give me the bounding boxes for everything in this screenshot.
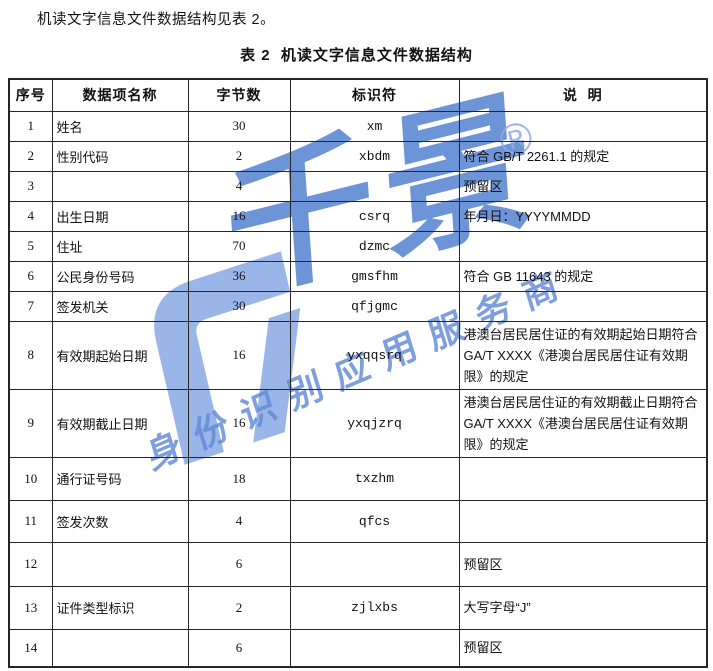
table-row: 4 出生日期 16 csrq 年月日：YYYYMMDD bbox=[8, 200, 708, 232]
byte-count-cell: 30 bbox=[187, 290, 291, 322]
byte-count-cell: 4 bbox=[187, 499, 291, 543]
data-item-name-cell: 证件类型标识 bbox=[51, 585, 189, 630]
table-row: 12 6 预留区 bbox=[8, 541, 708, 587]
description-cell: 符合 GB/T 2261.1 的规定 bbox=[458, 140, 708, 172]
identifier-cell: xbdm bbox=[289, 140, 460, 172]
table-row: 3 4 预留区 bbox=[8, 170, 708, 202]
column-header-bytes: 字节数 bbox=[187, 78, 291, 112]
data-item-name-cell: 住址 bbox=[51, 230, 189, 262]
table-header-row: 序号 数据项名称 字节数 标识符 说 明 bbox=[8, 78, 708, 112]
byte-count-cell: 30 bbox=[187, 110, 291, 142]
byte-count-cell: 18 bbox=[187, 456, 291, 501]
data-item-name-cell: 姓名 bbox=[51, 110, 189, 142]
identifier-cell bbox=[289, 628, 460, 668]
identifier-cell: gmsfhm bbox=[289, 260, 460, 292]
identifier-cell: zjlxbs bbox=[289, 585, 460, 630]
row-number-cell: 12 bbox=[8, 541, 53, 587]
description-cell: 预留区 bbox=[458, 541, 708, 587]
row-number-cell: 9 bbox=[8, 388, 53, 458]
description-cell: 预留区 bbox=[458, 170, 708, 202]
data-item-name-cell: 签发次数 bbox=[51, 499, 189, 543]
byte-count-cell: 4 bbox=[187, 170, 291, 202]
byte-count-cell: 70 bbox=[187, 230, 291, 262]
column-header-description: 说 明 bbox=[458, 78, 708, 112]
byte-count-cell: 36 bbox=[187, 260, 291, 292]
description-cell: 符合 GB 11643 的规定 bbox=[458, 260, 708, 292]
data-item-name-cell: 签发机关 bbox=[51, 290, 189, 322]
table-row: 1 姓名 30 xm bbox=[8, 110, 708, 142]
data-item-name-cell: 有效期截止日期 bbox=[51, 388, 189, 458]
byte-count-cell: 2 bbox=[187, 140, 291, 172]
data-item-name-cell: 出生日期 bbox=[51, 200, 189, 232]
data-item-name-cell: 性别代码 bbox=[51, 140, 189, 172]
data-item-name-cell bbox=[51, 170, 189, 202]
description-cell bbox=[458, 290, 708, 322]
column-header-identifier: 标识符 bbox=[289, 78, 460, 112]
row-number-cell: 10 bbox=[8, 456, 53, 501]
table-row: 13 证件类型标识 2 zjlxbs 大写字母“J” bbox=[8, 585, 708, 630]
table-row: 14 6 预留区 bbox=[8, 628, 708, 668]
row-number-cell: 8 bbox=[8, 320, 53, 390]
row-number-cell: 13 bbox=[8, 585, 53, 630]
identifier-cell bbox=[289, 170, 460, 202]
table-row: 6 公民身份号码 36 gmsfhm 符合 GB 11643 的规定 bbox=[8, 260, 708, 292]
identifier-cell: yxqqsrq bbox=[289, 320, 460, 390]
data-item-name-cell bbox=[51, 541, 189, 587]
identifier-cell: qfcs bbox=[289, 499, 460, 543]
byte-count-cell: 16 bbox=[187, 388, 291, 458]
table-row: 2 性别代码 2 xbdm 符合 GB/T 2261.1 的规定 bbox=[8, 140, 708, 172]
data-item-name-cell: 有效期起始日期 bbox=[51, 320, 189, 390]
row-number-cell: 5 bbox=[8, 230, 53, 262]
row-number-cell: 6 bbox=[8, 260, 53, 292]
identifier-cell: txzhm bbox=[289, 456, 460, 501]
column-header-name: 数据项名称 bbox=[51, 78, 189, 112]
row-number-cell: 7 bbox=[8, 290, 53, 322]
data-item-name-cell: 公民身份号码 bbox=[51, 260, 189, 292]
table-row: 5 住址 70 dzmc bbox=[8, 230, 708, 262]
byte-count-cell: 6 bbox=[187, 628, 291, 668]
description-cell: 年月日：YYYYMMDD bbox=[458, 200, 708, 232]
row-number-cell: 4 bbox=[8, 200, 53, 232]
row-number-cell: 3 bbox=[8, 170, 53, 202]
row-number-cell: 2 bbox=[8, 140, 53, 172]
identifier-cell: csrq bbox=[289, 200, 460, 232]
table-row: 7 签发机关 30 qfjgmc bbox=[8, 290, 708, 322]
table-row: 11 签发次数 4 qfcs bbox=[8, 499, 708, 543]
description-cell: 港澳台居民居住证的有效期起始日期符合 GA/T XXXX《港澳台居民居住证有效期… bbox=[458, 320, 708, 390]
description-cell: 大写字母“J” bbox=[458, 585, 708, 630]
byte-count-cell: 16 bbox=[187, 200, 291, 232]
row-number-cell: 11 bbox=[8, 499, 53, 543]
intro-text: 机读文字信息文件数据结构见表 2。 bbox=[37, 12, 276, 28]
row-number-cell: 1 bbox=[8, 110, 53, 142]
identifier-cell: qfjgmc bbox=[289, 290, 460, 322]
table-row: 10 通行证号码 18 txzhm bbox=[8, 456, 708, 501]
row-number-cell: 14 bbox=[8, 628, 53, 668]
table-row: 8 有效期起始日期 16 yxqqsrq 港澳台居民居住证的有效期起始日期符合 … bbox=[8, 320, 708, 390]
identifier-cell bbox=[289, 541, 460, 587]
byte-count-cell: 6 bbox=[187, 541, 291, 587]
identifier-cell: dzmc bbox=[289, 230, 460, 262]
description-cell: 港澳台居民居住证的有效期截止日期符合 GA/T XXXX《港澳台居民居住证有效期… bbox=[458, 388, 708, 458]
description-cell: 预留区 bbox=[458, 628, 708, 668]
data-structure-table: 序号 数据项名称 字节数 标识符 说 明 1 姓名 30 xm 2 性别代码 2… bbox=[8, 78, 708, 668]
data-item-name-cell: 通行证号码 bbox=[51, 456, 189, 501]
description-cell bbox=[458, 230, 708, 262]
table-row: 9 有效期截止日期 16 yxqjzrq 港澳台居民居住证的有效期截止日期符合 … bbox=[8, 388, 708, 458]
description-cell bbox=[458, 499, 708, 543]
identifier-cell: yxqjzrq bbox=[289, 388, 460, 458]
byte-count-cell: 16 bbox=[187, 320, 291, 390]
column-header-seq: 序号 bbox=[8, 78, 53, 112]
description-cell bbox=[458, 456, 708, 501]
byte-count-cell: 2 bbox=[187, 585, 291, 630]
data-item-name-cell bbox=[51, 628, 189, 668]
identifier-cell: xm bbox=[289, 110, 460, 142]
description-cell bbox=[458, 110, 708, 142]
table-caption: 表 2 机读文字信息文件数据结构 bbox=[240, 47, 473, 64]
